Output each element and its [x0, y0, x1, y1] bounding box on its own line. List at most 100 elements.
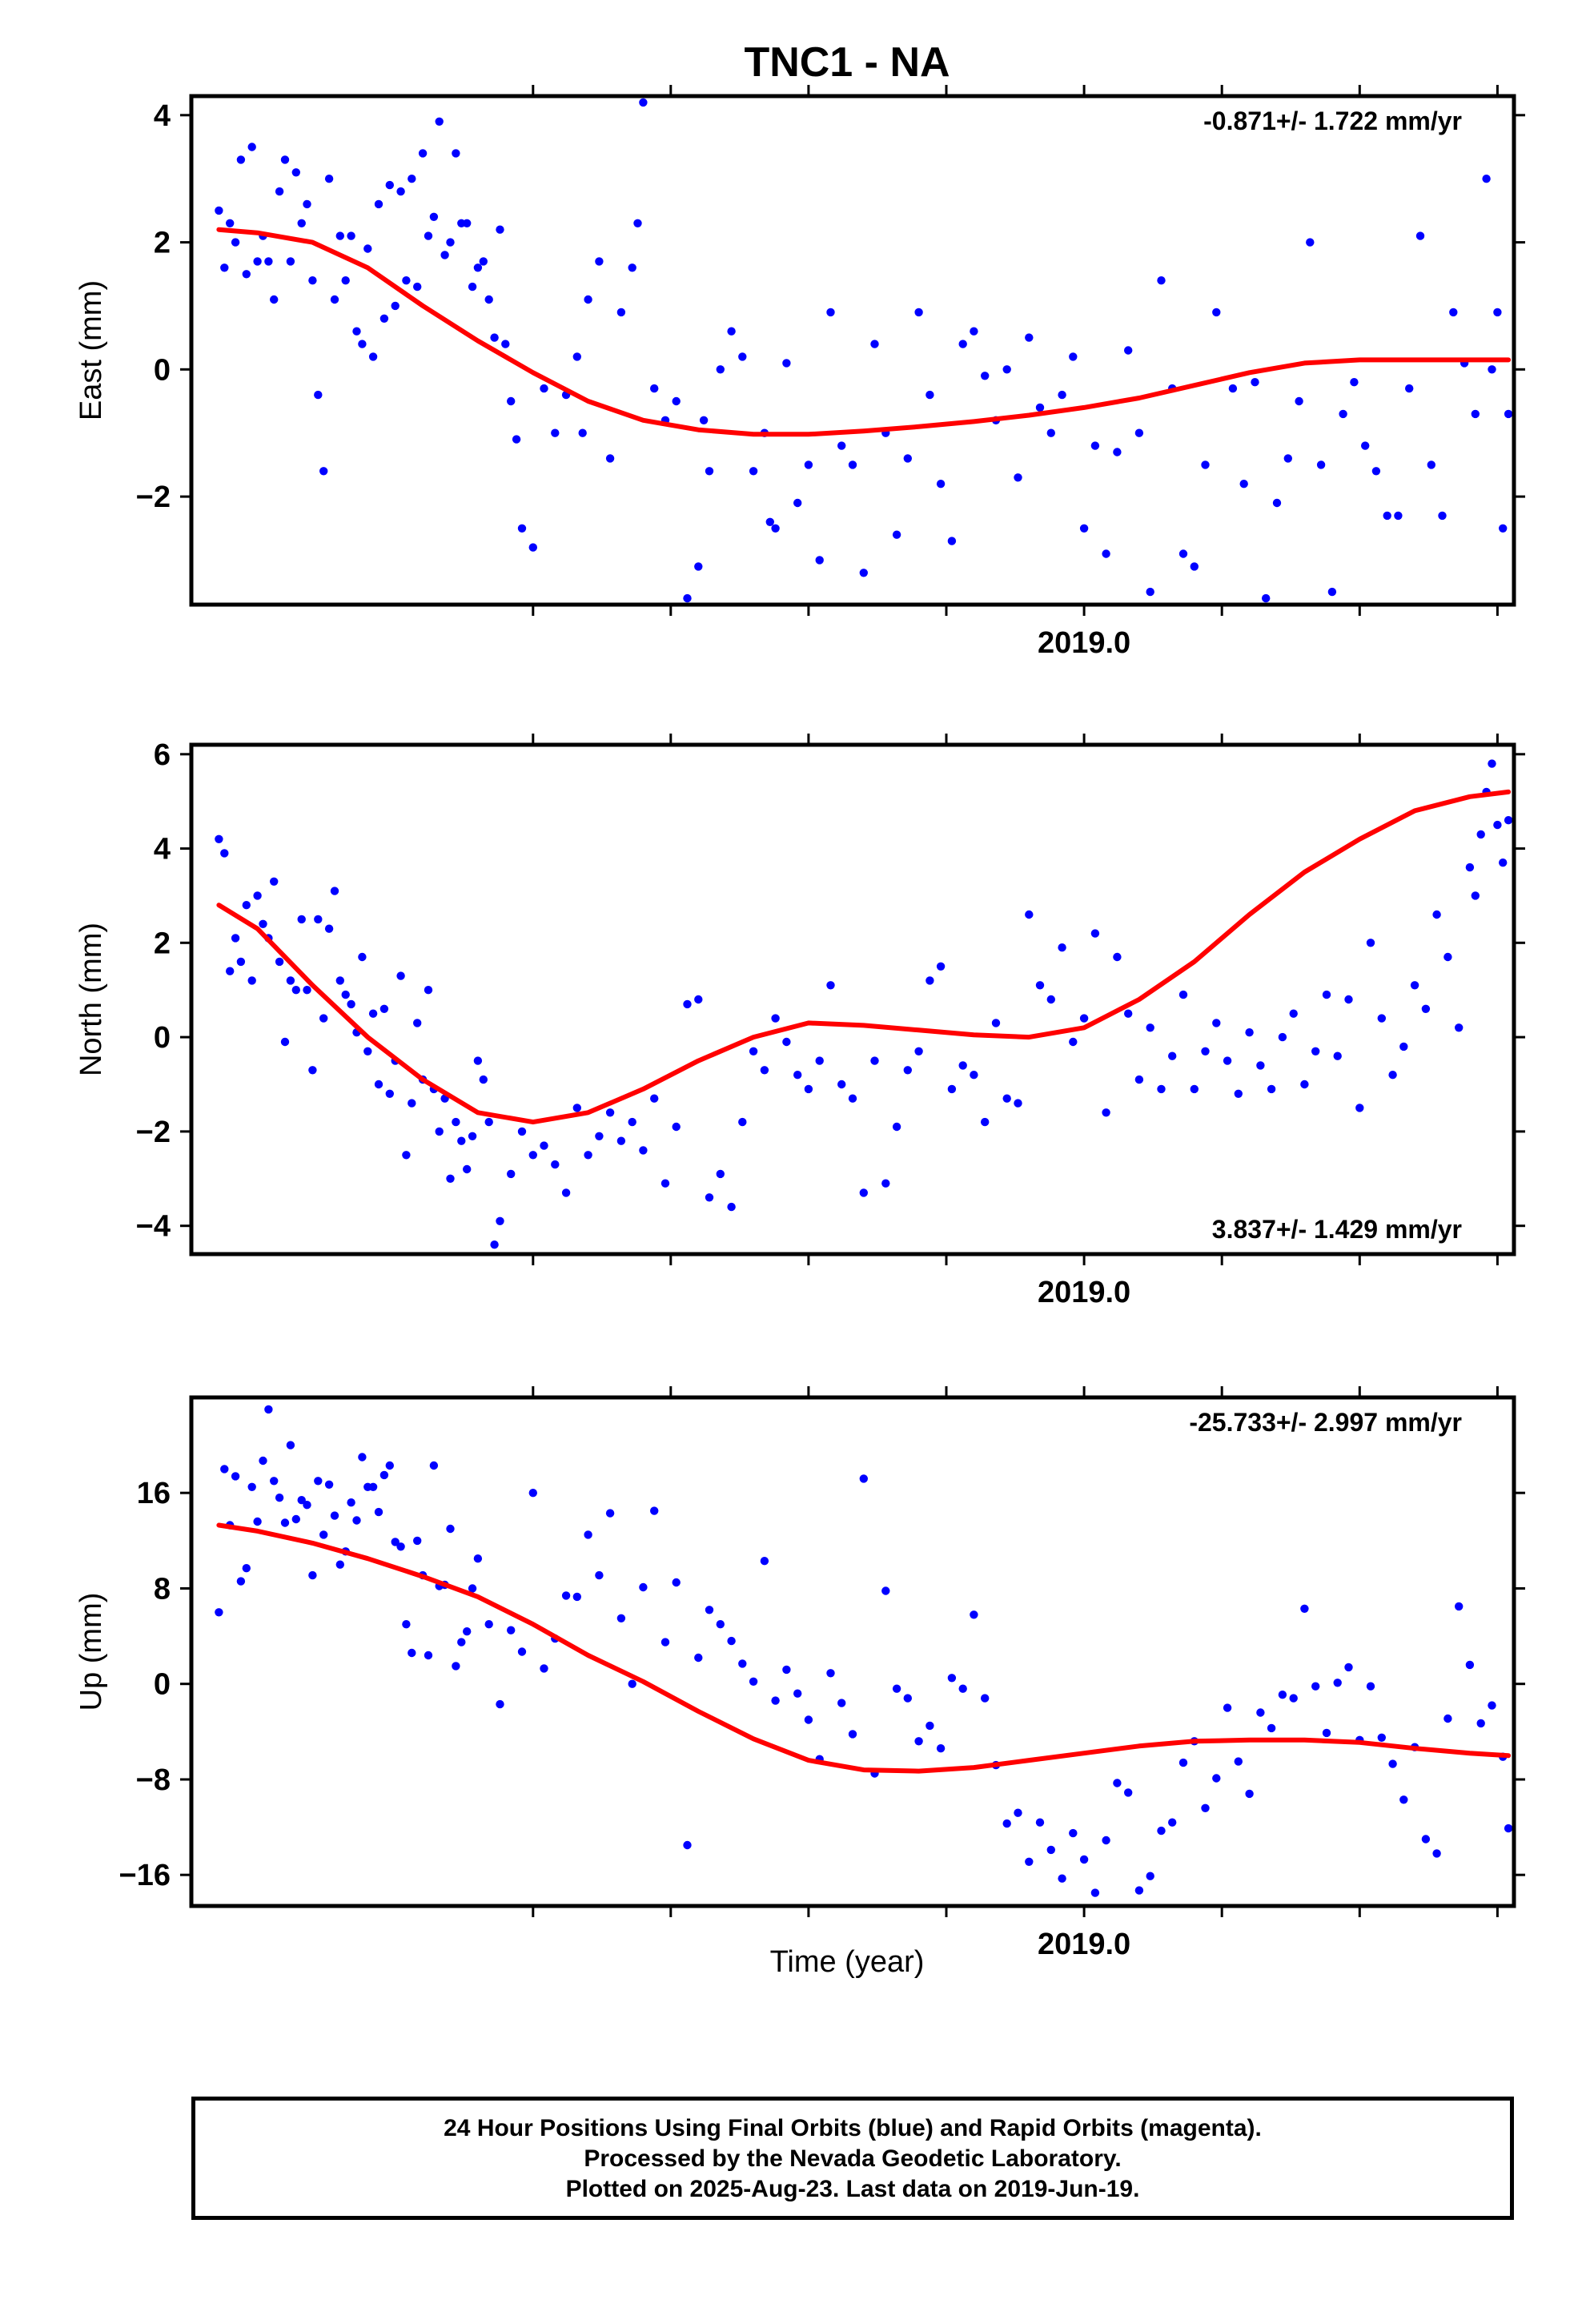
north-data-point [335, 976, 344, 985]
north-data-point [870, 1056, 879, 1065]
north-data-point [275, 957, 284, 967]
up-data-point [947, 1674, 957, 1683]
north-y-tick-label: 6 [154, 738, 171, 772]
up-data-point [1344, 1663, 1353, 1672]
east-data [215, 98, 1513, 603]
up-data-point [1399, 1795, 1408, 1804]
east-data-point [286, 257, 295, 266]
up-data-point [782, 1665, 791, 1675]
north-data-point [1432, 910, 1441, 919]
up-data-point [259, 1456, 267, 1466]
up-data-point [1124, 1788, 1133, 1797]
up-data-point [1289, 1694, 1298, 1703]
north-data-point [1190, 1084, 1199, 1094]
east-data-point [1471, 409, 1480, 419]
east-y-tick-label: 0 [154, 353, 171, 387]
up-panel: 2019.0 16 8 0 −8 −16 Up (mm) -25.733+/- 2.997 m… [74, 1386, 1525, 1961]
up-data-point [507, 1626, 516, 1634]
east-data-point [236, 155, 246, 164]
north-data-point [551, 1160, 560, 1169]
east-data-point [859, 569, 869, 577]
up-data-point [771, 1696, 780, 1705]
north-data-point [628, 1117, 636, 1127]
east-data-point [1201, 460, 1210, 469]
up-data-point [683, 1840, 692, 1850]
x-axis-label: Time (year) [770, 1945, 925, 1979]
east-data-point [1361, 441, 1370, 450]
up-data-point [936, 1744, 946, 1753]
north-data-point [424, 986, 433, 995]
north-data-point [402, 1151, 411, 1160]
east-data-point [616, 308, 626, 317]
up-data-point [1388, 1759, 1397, 1768]
east-data-point [1449, 308, 1458, 317]
up-data-point [408, 1648, 416, 1658]
east-data-point [1157, 276, 1166, 285]
up-data-point [463, 1627, 472, 1636]
east-data-point [578, 428, 587, 437]
up-data-point [275, 1494, 284, 1502]
up-data-point [291, 1514, 300, 1524]
north-data-point [716, 1169, 725, 1179]
up-data-point [215, 1608, 223, 1617]
up-data-point [446, 1524, 455, 1534]
north-rate-label: 3.837+/- 1.429 mm/yr [1212, 1215, 1462, 1244]
up-data-point [253, 1517, 262, 1526]
north-data-point [738, 1117, 747, 1127]
north-data-point [247, 976, 256, 985]
east-data-point [1438, 511, 1447, 521]
up-y-tick-label: −16 [119, 1859, 171, 1892]
north-data-point [584, 1151, 592, 1160]
north-data-point [595, 1132, 604, 1141]
up-data-point [1035, 1818, 1045, 1827]
east-data-point [1002, 365, 1011, 374]
north-data-point [363, 1047, 372, 1056]
up-data-point [981, 1694, 990, 1703]
north-data-point [270, 877, 279, 887]
north-data-point [859, 1188, 869, 1197]
up-data-point [572, 1592, 581, 1602]
east-data-point [650, 384, 659, 393]
up-data-point [639, 1582, 648, 1592]
east-data-point [1212, 308, 1221, 317]
up-data-point [1069, 1828, 1078, 1838]
up-data-point [496, 1699, 504, 1709]
east-data-point [1262, 593, 1271, 603]
east-data-point [335, 231, 344, 240]
up-data-point [1333, 1679, 1342, 1687]
north-data-point [1035, 981, 1045, 990]
north-panel: 2019.0 6 4 2 0 −2 −4 North (mm) 3.837+/- 1.429 m… [74, 734, 1525, 1309]
east-data-point [672, 396, 681, 406]
up-data-point [1079, 1855, 1089, 1864]
east-data-point [639, 98, 648, 107]
up-data-point [1201, 1803, 1210, 1812]
up-data-point [264, 1405, 273, 1414]
up-data-point [970, 1610, 978, 1619]
north-data-point [379, 1004, 389, 1014]
east-data-point [363, 244, 372, 253]
north-data-point [1455, 1023, 1464, 1032]
north-data-point [793, 1071, 802, 1080]
up-data-point [319, 1530, 328, 1539]
east-data-point [771, 524, 780, 533]
east-data-point [347, 231, 355, 240]
east-data-point [479, 257, 488, 266]
up-data-point [694, 1653, 703, 1663]
east-data-point [247, 143, 256, 151]
up-data-point [413, 1536, 422, 1546]
up-data-point [616, 1614, 626, 1623]
north-data-point [1267, 1084, 1276, 1094]
up-data-point [385, 1461, 394, 1470]
up-data-point [848, 1730, 857, 1739]
north-data-point [1212, 1019, 1221, 1027]
north-data-point [347, 999, 355, 1009]
east-data-point [1102, 549, 1110, 558]
north-data-point [914, 1047, 923, 1056]
up-data-point [1090, 1888, 1100, 1897]
up-data-point [1134, 1886, 1144, 1895]
east-data-point [926, 390, 934, 400]
north-data-point [1504, 815, 1513, 825]
east-data-point [1079, 524, 1089, 533]
east-data-point [572, 352, 581, 361]
